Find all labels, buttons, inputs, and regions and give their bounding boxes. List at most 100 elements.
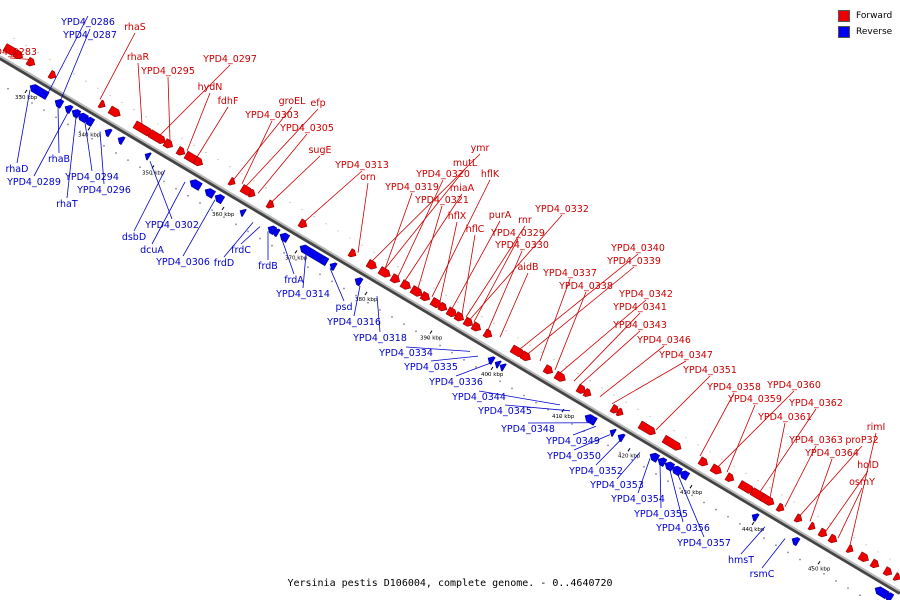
gene-label-rimi[interactable]: rimI [867, 422, 886, 433]
gene-label-ypd4-0349[interactable]: YPD4_0349 [545, 436, 600, 447]
gene-label-ypd4-0353[interactable]: YPD4_0353 [589, 480, 644, 491]
gene-label-prop32[interactable]: proP32 [845, 435, 878, 446]
gene-label-ypd4-0321[interactable]: YPD4_0321 [414, 195, 469, 206]
gene-label-hydn[interactable]: hydN [198, 82, 223, 93]
forward-gene-arrow[interactable] [697, 456, 710, 468]
gene-label-hflk[interactable]: hflK [481, 169, 500, 180]
gene-label-ypd4-0302[interactable]: YPD4_0302 [144, 220, 199, 231]
gene-label-ypd4-0361[interactable]: YPD4_0361 [757, 412, 812, 423]
forward-gene-arrow[interactable] [817, 527, 829, 539]
forward-gene-arrow[interactable] [827, 533, 839, 545]
gene-label-rhad[interactable]: rhaD [6, 164, 29, 175]
gene-label-psd[interactable]: psd [335, 302, 352, 313]
forward-gene-arrow[interactable] [609, 404, 621, 415]
gene-label-ypd4-0348[interactable]: YPD4_0348 [500, 424, 555, 435]
reverse-gene-arrow[interactable] [328, 261, 338, 272]
gene-label-ypd4-0346[interactable]: YPD4_0346 [636, 335, 691, 346]
forward-gene-arrow[interactable] [409, 285, 424, 298]
forward-gene-arrow[interactable] [389, 273, 402, 285]
gene-label-ypd4-0330[interactable]: YPD4_0330 [494, 240, 549, 251]
reverse-gene-arrow[interactable] [213, 192, 226, 205]
gene-label-ymr[interactable]: ymr [471, 143, 490, 154]
gene-label-pura[interactable]: purA [489, 210, 512, 221]
gene-label-ypd4-0357[interactable]: YPD4_0357 [676, 538, 731, 549]
reverse-gene-arrow[interactable] [493, 359, 502, 369]
gene-label-ypd4-0286[interactable]: YPD4_0286 [60, 17, 115, 28]
gene-label-ypd4-0297[interactable]: YPD4_0297 [202, 54, 257, 65]
forward-gene-arrow[interactable] [882, 566, 894, 578]
forward-gene-arrow[interactable] [482, 328, 494, 340]
reverse-gene-arrow[interactable] [83, 115, 96, 127]
gene-label-ypd4-0287[interactable]: YPD4_0287 [62, 30, 117, 41]
gene-label-suge[interactable]: sugE [308, 145, 331, 156]
gene-label-ypd4-0318[interactable]: YPD4_0318 [352, 333, 407, 344]
reverse-gene-arrow[interactable] [608, 427, 617, 437]
gene-label-ypd4-0350[interactable]: YPD4_0350 [546, 451, 601, 462]
gene-label-ypd4-0364[interactable]: YPD4_0364 [804, 448, 859, 459]
gene-label-ypd4-0332[interactable]: YPD4_0332 [534, 204, 589, 215]
gene-label-rhab[interactable]: rhaB [48, 154, 70, 165]
gene-label-ypd4-0345[interactable]: YPD4_0345 [477, 406, 532, 417]
gene-label-ypd4-0319[interactable]: YPD4_0319 [384, 182, 439, 193]
forward-gene-arrow[interactable] [162, 138, 175, 150]
reverse-gene-arrow[interactable] [750, 512, 760, 522]
forward-gene-arrow[interactable] [97, 99, 107, 110]
gene-label-ypd4-0342[interactable]: YPD4_0342 [618, 289, 673, 300]
gene-label-rsmc[interactable]: rsmC [750, 569, 775, 580]
gene-label-ypd4-0355[interactable]: YPD4_0355 [633, 509, 688, 520]
forward-gene-arrow[interactable] [661, 434, 683, 452]
gene-label-rhat[interactable]: rhaT [56, 199, 78, 210]
gene-label-ypd4-0303[interactable]: YPD4_0303 [244, 110, 299, 121]
reverse-gene-arrow[interactable] [28, 82, 50, 100]
reverse-gene-arrow[interactable] [353, 276, 364, 287]
gene-label-ypd4-0341[interactable]: YPD4_0341 [612, 302, 667, 313]
gene-label-dcua[interactable]: dcuA [140, 245, 164, 256]
forward-gene-arrow[interactable] [775, 502, 786, 513]
gene-label-ypd4-0354[interactable]: YPD4_0354 [610, 494, 665, 505]
gene-label-ypd4-0306[interactable]: YPD4_0306 [155, 257, 210, 268]
forward-gene-arrow[interactable] [470, 321, 483, 333]
reverse-gene-arrow[interactable] [790, 535, 801, 547]
gene-label-ypd4-0338[interactable]: YPD4_0338 [558, 281, 613, 292]
forward-gene-arrow[interactable] [582, 387, 593, 398]
forward-gene-arrow[interactable] [297, 218, 309, 230]
forward-gene-arrow[interactable] [12, 49, 25, 60]
forward-gene-arrow[interactable] [553, 370, 568, 383]
gene-label-ypd4-0334[interactable]: YPD4_0334 [378, 348, 433, 359]
gene-label-dsbd[interactable]: dsbD [122, 232, 146, 243]
forward-gene-arrow[interactable] [759, 493, 776, 508]
gene-label-ypd4-0294[interactable]: YPD4_0294 [64, 172, 119, 183]
gene-label-ypd4-0283[interactable]: YPD4_0283 [0, 47, 37, 58]
forward-gene-arrow[interactable] [637, 420, 658, 437]
forward-gene-arrow[interactable] [399, 279, 413, 292]
gene-label-aidb[interactable]: aidB [517, 262, 538, 273]
gene-label-ypd4-0296[interactable]: YPD4_0296 [76, 185, 131, 196]
reverse-gene-arrow[interactable] [588, 415, 598, 426]
forward-gene-arrow[interactable] [807, 521, 817, 532]
reverse-gene-arrow[interactable] [486, 355, 496, 365]
gene-label-rhar[interactable]: rhaR [127, 52, 150, 63]
reverse-gene-arrow[interactable] [678, 469, 691, 481]
gene-label-ypd4-0335[interactable]: YPD4_0335 [403, 362, 458, 373]
forward-gene-arrow[interactable] [793, 513, 804, 524]
forward-gene-arrow[interactable] [365, 258, 379, 271]
reverse-gene-arrow[interactable] [663, 460, 676, 472]
gene-label-mutl[interactable]: mutL [453, 158, 478, 169]
gene-label-ypd4-0313[interactable]: YPD4_0313 [334, 160, 389, 171]
reverse-gene-arrow[interactable] [670, 464, 683, 477]
forward-gene-arrow[interactable] [175, 146, 187, 157]
forward-gene-arrow[interactable] [347, 248, 358, 259]
forward-gene-arrow[interactable] [724, 472, 736, 484]
gene-label-ypd4-0362[interactable]: YPD4_0362 [788, 398, 843, 409]
gene-label-ypd4-0363[interactable]: YPD4_0363 [788, 435, 843, 446]
gene-label-frda[interactable]: frdA [284, 275, 304, 286]
forward-gene-arrow[interactable] [453, 311, 466, 323]
gene-label-ypd4-0295[interactable]: YPD4_0295 [140, 66, 195, 77]
gene-label-ypd4-0352[interactable]: YPD4_0352 [568, 466, 623, 477]
reverse-gene-arrow[interactable] [188, 178, 203, 191]
gene-label-ypd4-0337[interactable]: YPD4_0337 [542, 268, 597, 279]
gene-label-orn[interactable]: orn [360, 172, 376, 183]
reverse-gene-arrow[interactable] [648, 451, 661, 463]
gene-label-frdc[interactable]: frdC [231, 245, 251, 256]
gene-label-hold[interactable]: holD [857, 460, 879, 471]
